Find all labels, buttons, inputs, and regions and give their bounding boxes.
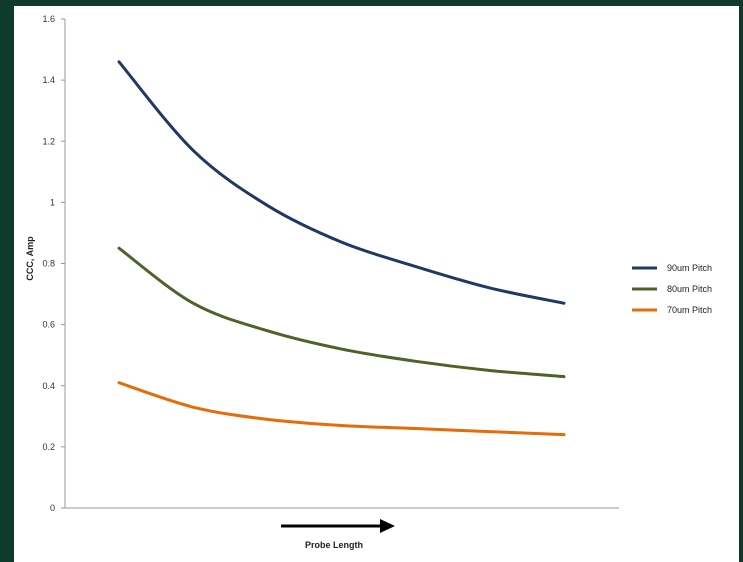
line-chart: 0 0.2 0.4 0.6 0.8 1 1.2 1.4 1.6 CCC, Amp Probe L… [25, 14, 712, 550]
y-tick-label: 1 [50, 197, 55, 207]
series-layer [117, 60, 566, 437]
legend-entry-label: 70um Pitch [667, 305, 712, 315]
legend-entry-label: 90um Pitch [667, 263, 712, 273]
chart-frame: 0 0.2 0.4 0.6 0.8 1 1.2 1.4 1.6 CCC, Amp Probe L… [14, 6, 739, 562]
y-axis-label: CCC, Amp [25, 236, 35, 281]
x-axis-arrow-icon [281, 519, 395, 533]
series-line-3 [117, 381, 566, 437]
y-tick-label: 0.2 [42, 442, 55, 452]
y-tick-label: 0.6 [42, 320, 55, 330]
legend-entry-label: 80um Pitch [667, 284, 712, 294]
series-line-1 [117, 60, 566, 305]
y-tick-label: 0.4 [42, 381, 55, 391]
series-line-2 [117, 246, 566, 379]
y-tick-label: 0.8 [42, 259, 55, 269]
x-axis-label: Probe Length [305, 540, 363, 550]
y-tick-label: 1.4 [42, 75, 55, 85]
y-axis-ticks: 0 0.2 0.4 0.6 0.8 1 1.2 1.4 1.6 [42, 14, 65, 513]
y-tick-label: 0 [50, 503, 55, 513]
y-tick-label: 1.6 [42, 14, 55, 24]
legend: 90um Pitch 80um Pitch 70um Pitch [632, 263, 712, 315]
y-tick-label: 1.2 [42, 136, 55, 146]
